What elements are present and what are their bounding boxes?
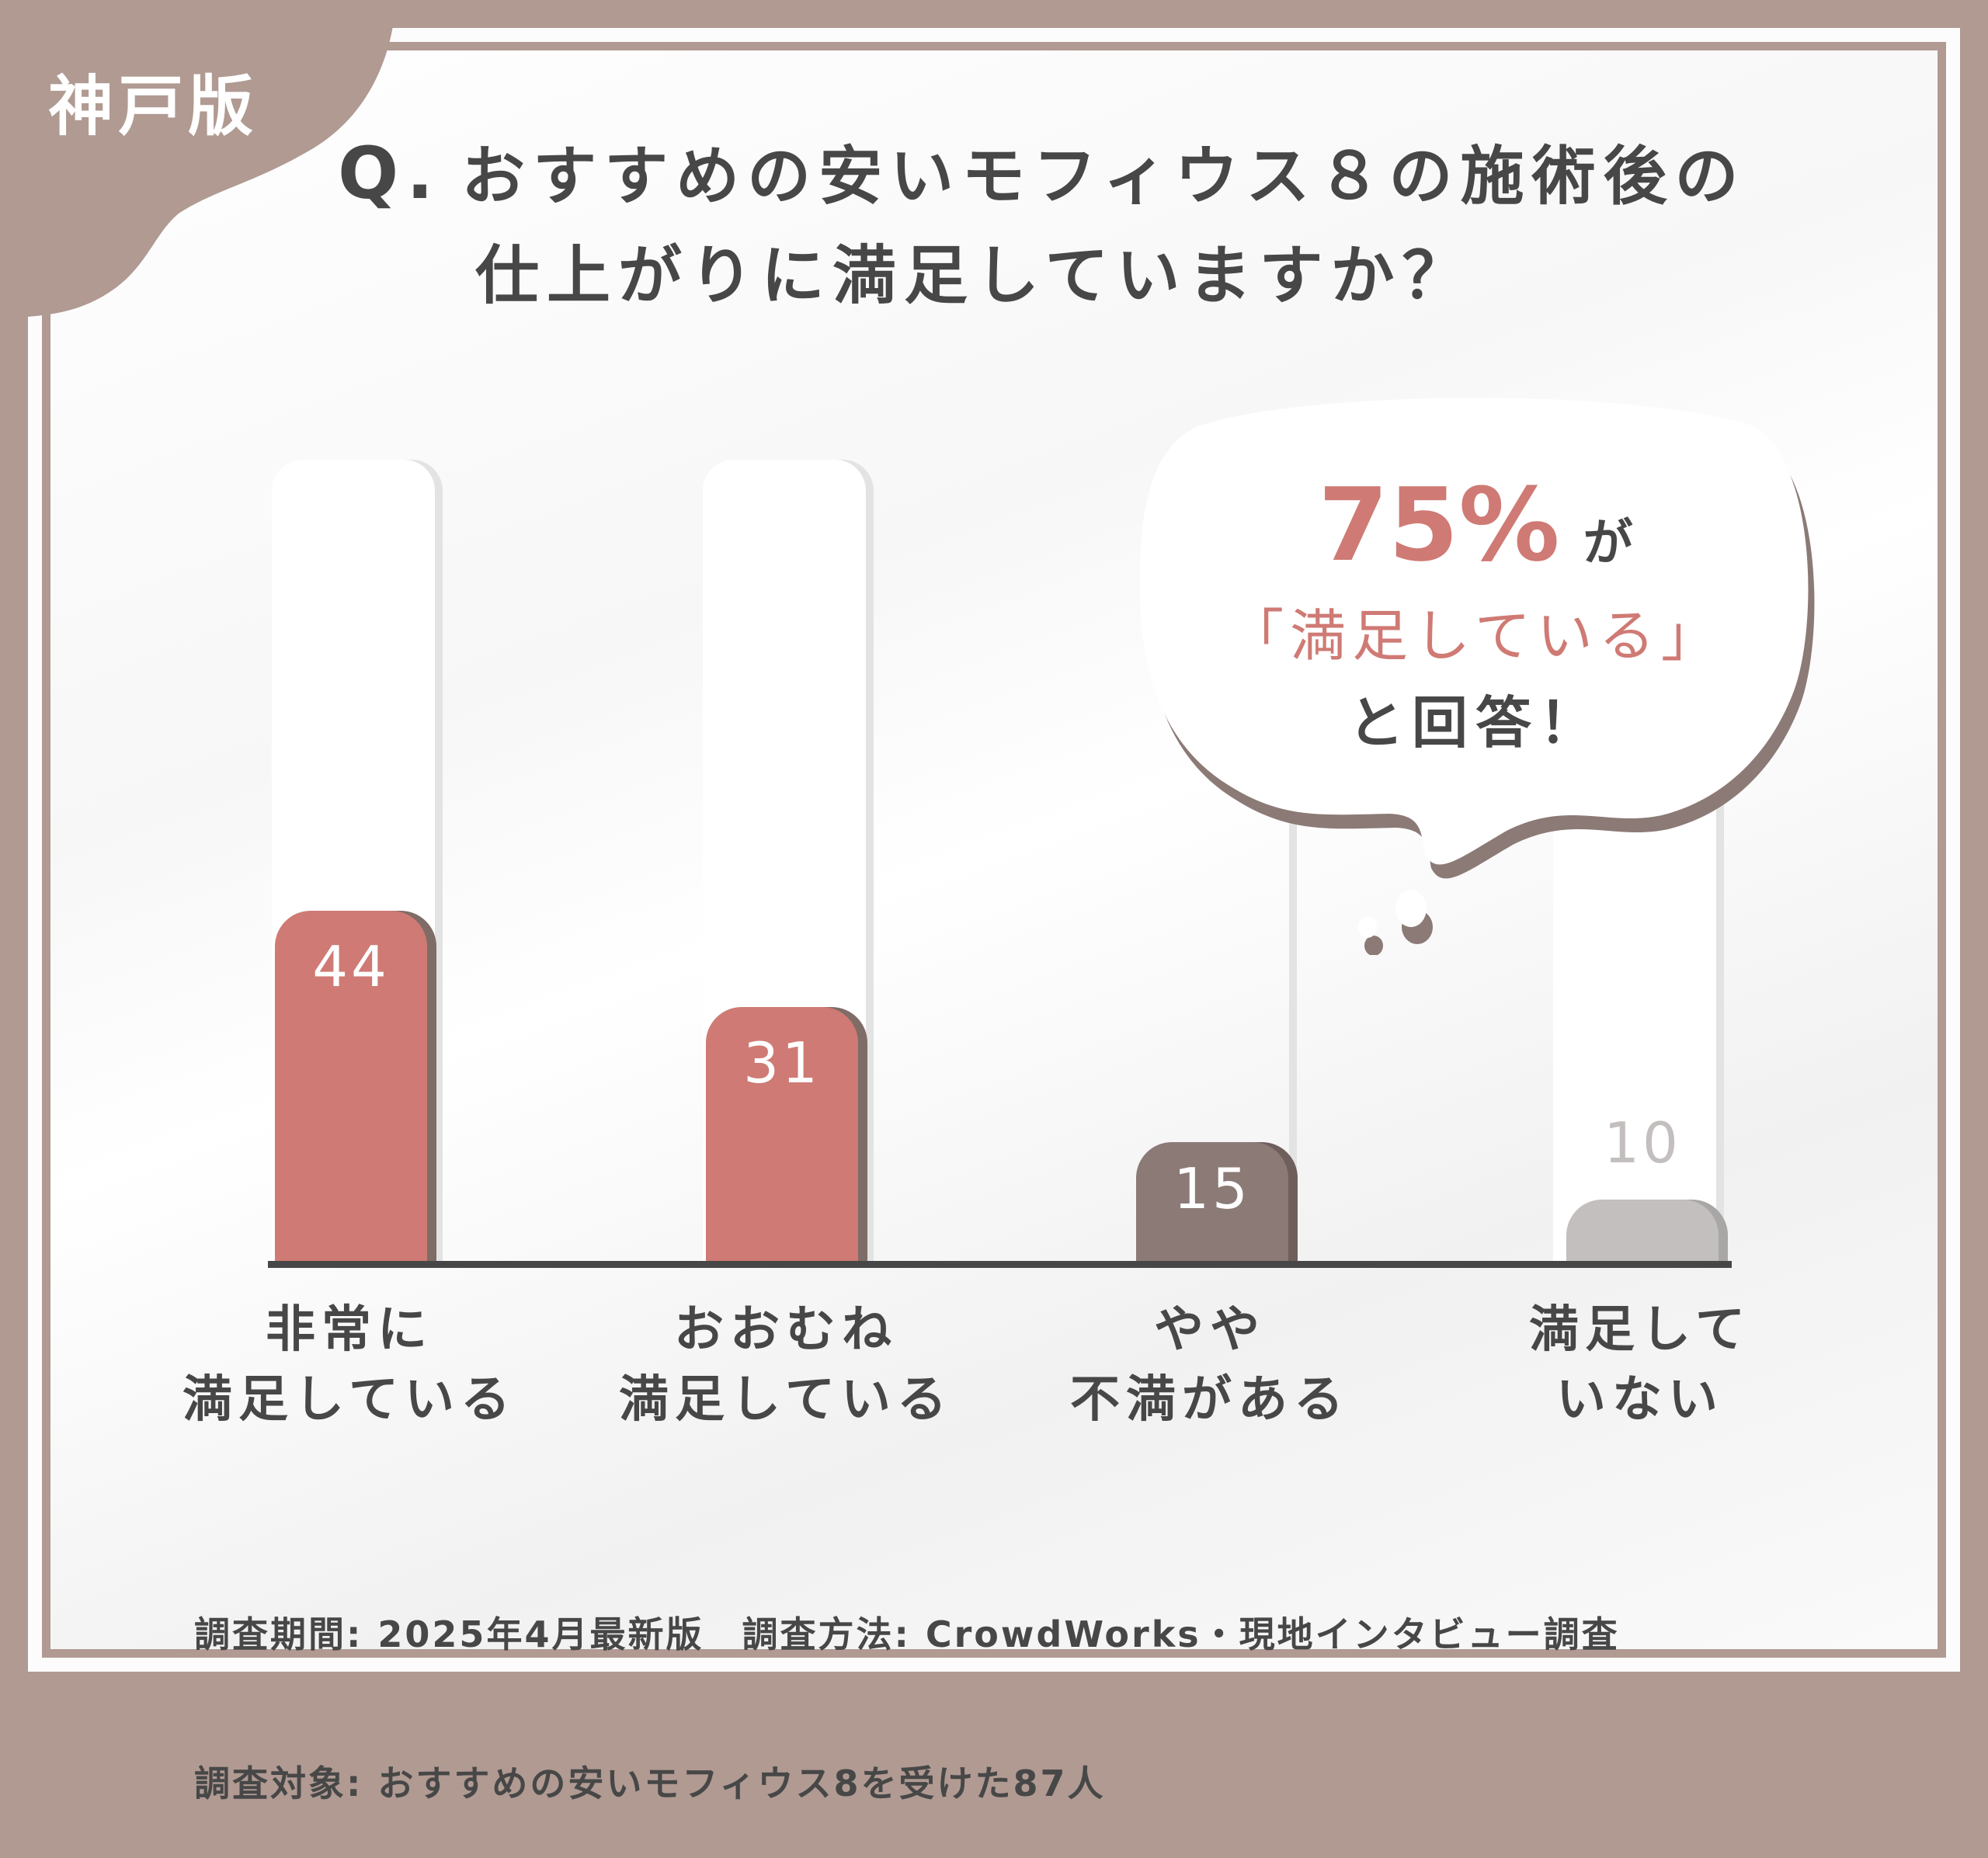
title-line-2: 仕上がりに満足していますか？ [475,239,1474,313]
bar-somewhat-dissatisfied: 15 [1136,1142,1288,1261]
bar-value: 10 [1604,1110,1681,1176]
title-line-1: おすすめの安いモフィウス８の施術後の [461,140,1746,214]
callout-answer: と回答！ [1347,690,1603,755]
region-badge: 神戸版 [48,68,259,144]
region-badge-shape [0,0,396,326]
bar-very-satisfied: 44 [275,911,427,1261]
speech-bubble [1139,398,1815,955]
bar-value: 31 [743,1030,821,1096]
bar-mostly-satisfied: 31 [706,1007,858,1261]
category-label: 非常に 満足している [182,1301,517,1429]
survey-target: 調査対象: おすすめの安いモフィウス8を受けた87人 [194,1762,1106,1804]
callout-percentage: 75% が [1318,466,1633,584]
callout-quote: 「満足している」 [1228,603,1723,669]
survey-footnote: 調査期間: 2025年4月最新版 調査方法: CrowdWorks・現地インタビ… [194,1510,1620,1858]
category-label: おおむね 満足している [618,1301,954,1429]
survey-period-method: 調査期間: 2025年4月最新版 調査方法: CrowdWorks・現地インタビ… [194,1613,1620,1655]
question-prefix: Q. [338,132,442,215]
page-title: Q. おすすめの安いモフィウス８の施術後の 仕上がりに満足していますか？ [338,124,1969,326]
category-label: やや 不満がある [1070,1301,1350,1429]
bar-value: 15 [1173,1156,1251,1221]
bar-not-satisfied: 10 [1566,1110,1719,1261]
category-label: 満足して いない [1528,1301,1752,1429]
bar-value: 44 [312,934,390,999]
x-axis-baseline [268,1261,1732,1268]
